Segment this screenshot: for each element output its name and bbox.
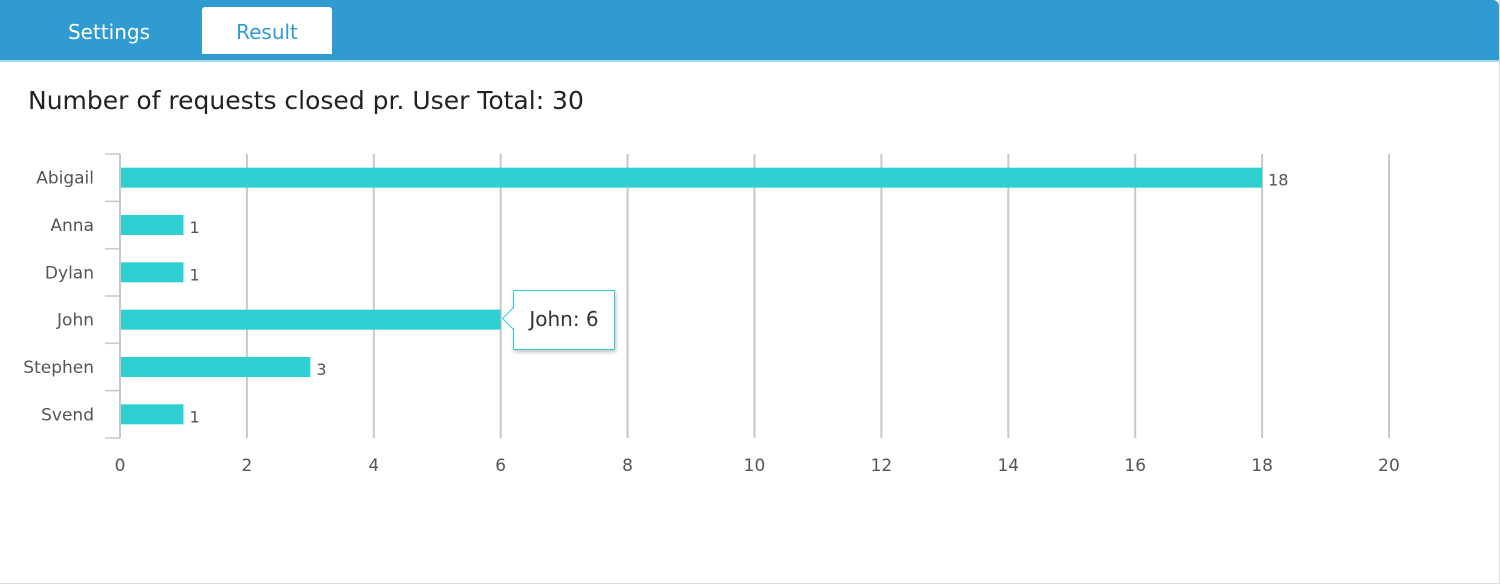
bar-svend (121, 404, 184, 425)
x-tick-label: 14 (997, 456, 1019, 476)
tab-settings[interactable]: Settings (67, 20, 151, 44)
chart-title: Number of requests closed pr. User Total… (28, 86, 584, 115)
tab-divider (0, 60, 1499, 62)
x-tick-label: 10 (744, 456, 766, 476)
x-tick-label: 4 (368, 456, 379, 476)
bar-anna (121, 215, 184, 235)
tab-result[interactable]: Result (202, 7, 332, 54)
category-label: Stephen (23, 358, 94, 378)
x-tick-label: 8 (622, 456, 633, 476)
x-tick-label: 0 (115, 456, 126, 476)
x-tick-label: 18 (1251, 456, 1273, 476)
category-label: Abigail (36, 169, 94, 189)
data-label: 1 (189, 218, 199, 237)
x-tick-label: 16 (1124, 456, 1146, 476)
data-label: 18 (1268, 171, 1288, 190)
category-label: John (56, 311, 94, 331)
bar-john (121, 309, 501, 330)
data-label: 1 (189, 265, 199, 284)
tab-bar: Settings Result (0, 0, 1499, 60)
data-label: 3 (316, 360, 326, 379)
category-label: Anna (50, 216, 94, 236)
x-tick-label: 12 (871, 456, 893, 476)
chart-tooltip: John: 6 (501, 290, 615, 350)
tooltip-text: John: 6 (529, 307, 599, 331)
data-label: 1 (189, 407, 199, 426)
bar-stephen (121, 357, 311, 377)
x-tick-label: 2 (241, 456, 252, 476)
category-label: Dylan (45, 263, 94, 283)
bar-abigail (121, 167, 1263, 188)
bar-dylan (121, 262, 184, 283)
category-label: Svend (41, 405, 94, 425)
x-tick-label: 6 (495, 456, 506, 476)
x-tick-label: 20 (1378, 456, 1400, 476)
